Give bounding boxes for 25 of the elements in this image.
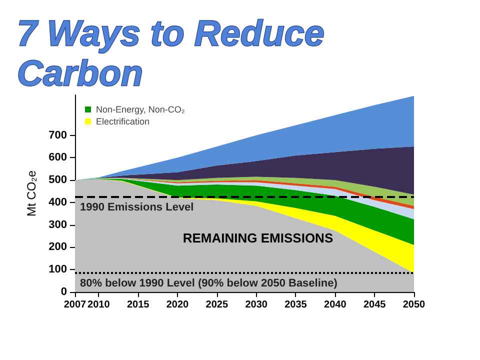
x-tick-label: 2030 [245, 300, 268, 310]
legend-label: Electrification [96, 116, 150, 126]
y-axis-title: Mt CO₂e [24, 170, 39, 216]
x-tick-label: 2007 [64, 300, 87, 310]
x-tick-label: 2035 [284, 300, 308, 310]
annotation: REMAINING EMISSIONS [182, 230, 334, 246]
x-tick-label: 2025 [206, 300, 228, 310]
x-tick-label: 2050 [402, 300, 426, 310]
y-tick-label: 300 [48, 218, 67, 231]
y-tick-label: 600 [48, 152, 67, 164]
x-tick-label: 2010 [88, 300, 110, 310]
y-tick-label: 0 [60, 286, 67, 298]
ref-line-label: 1990 Emissions Level [80, 201, 194, 214]
x-tick-label: 2015 [126, 300, 150, 310]
chart-title: 7 Ways to Reduce Carbon [17, 12, 334, 94]
x-tick-label: 2045 [363, 300, 386, 310]
y-tick-label: 100 [48, 264, 67, 276]
y-tick-label: 200 [48, 241, 67, 254]
legend-label: Non-Energy, Non-CO₂ [96, 104, 186, 114]
y-tick-label: 400 [48, 196, 67, 208]
y-tick-label: 700 [48, 129, 67, 142]
x-tick-label: 2020 [166, 300, 190, 310]
x-tick-label: 2040 [324, 300, 347, 310]
ref-line-label: 80% below 1990 Level (90% below 2050 Baseline) [80, 277, 338, 290]
y-tick-label: 500 [48, 174, 67, 186]
